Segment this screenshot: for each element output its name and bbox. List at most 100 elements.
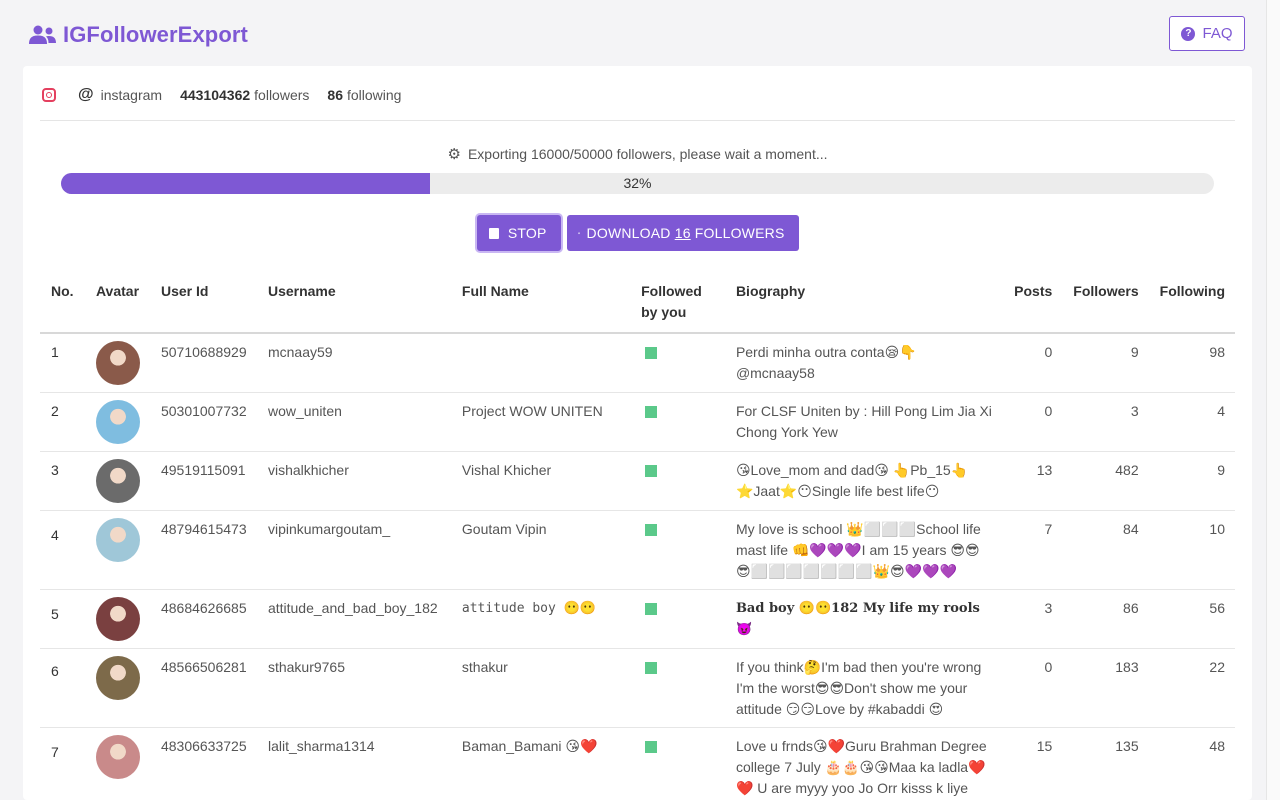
table-row: 7 48306633725 lalit_sharma1314 Baman_Bam… [40, 727, 1235, 800]
posts: 0 [1003, 392, 1063, 452]
biography: For CLSF Uniten by : Hill Pong Lim Jia X… [724, 392, 1004, 452]
at-icon: @ [78, 86, 94, 103]
col-biography: Biography [724, 276, 1004, 334]
profile-username: instagram [100, 87, 163, 103]
posts: 7 [1003, 510, 1063, 590]
biography: My love is school 👑⬜⬜⬜School life mast l… [724, 510, 1004, 590]
followers: 84 [1062, 510, 1149, 590]
col-no: No. [40, 276, 85, 334]
app-logo[interactable]: IGFollowerExport [29, 22, 248, 48]
avatar[interactable] [95, 518, 140, 562]
progress-label: 32% [623, 175, 652, 191]
stop-square-icon [488, 227, 499, 239]
username: mcnaay59 [256, 333, 451, 393]
followed-cell [630, 727, 725, 800]
posts: 13 [1003, 451, 1063, 511]
avatar[interactable] [95, 656, 140, 700]
username: sthakur9765 [256, 648, 451, 728]
full-name: Baman_Bamani 😘❤️ [450, 727, 631, 800]
progress-bar: 32% [61, 173, 1214, 194]
following-count: 86 [327, 87, 343, 103]
full-name: Goutam Vipin [450, 510, 631, 590]
followers: 135 [1062, 727, 1149, 800]
row-no: 1 [40, 333, 85, 393]
posts: 3 [1003, 589, 1063, 649]
user-id: 48794615473 [149, 510, 257, 590]
row-no: 6 [40, 648, 85, 728]
following: 22 [1148, 648, 1235, 728]
biography: If you think🤔I'm bad then you're wrong I… [724, 648, 1004, 728]
posts: 15 [1003, 727, 1063, 800]
download-suffix: FOLLOWERS [694, 225, 785, 241]
posts: 0 [1003, 333, 1063, 393]
following: 56 [1148, 589, 1235, 649]
followed-cell [630, 333, 725, 393]
divider [40, 120, 1235, 121]
faq-label: FAQ [1202, 25, 1233, 42]
faq-button[interactable]: ? FAQ [1169, 16, 1245, 51]
instagram-icon [42, 88, 56, 102]
col-username: Username [256, 276, 451, 334]
followers: 482 [1062, 451, 1149, 511]
full-name: sthakur [450, 648, 631, 728]
download-button[interactable]: DOWNLOAD 16 FOLLOWERS [566, 215, 799, 251]
app-title: IGFollowerExport [63, 22, 248, 47]
action-buttons: STOP DOWNLOAD 16 FOLLOWERS [23, 215, 1252, 251]
avatar-cell [84, 648, 150, 728]
avatar[interactable] [95, 459, 140, 503]
avatar-cell [84, 392, 150, 452]
followers: 86 [1062, 589, 1149, 649]
following: 9 [1148, 451, 1235, 511]
col-followed-line1: Followed [641, 283, 702, 299]
avatar-cell [84, 451, 150, 511]
user-id: 50710688929 [149, 333, 257, 393]
col-followed-line2: by you [641, 304, 687, 320]
user-id: 49519115091 [149, 451, 257, 511]
followed-cell [630, 392, 725, 452]
profile-summary: @ instagram 443104362 followers 86 follo… [42, 83, 401, 107]
scrollbar[interactable] [1266, 0, 1280, 800]
download-count: 16 [674, 225, 691, 241]
full-name: Project WOW UNITEN [450, 392, 631, 452]
row-no: 4 [40, 510, 85, 590]
followers: 3 [1062, 392, 1149, 452]
header: IGFollowerExport ? FAQ [0, 8, 1266, 60]
row-no: 7 [40, 727, 85, 800]
avatar[interactable] [95, 597, 140, 641]
biography: Love u frnds😘❤️Guru Brahman Degree colle… [724, 727, 1004, 800]
table-row: 2 50301007732 wow_uniten Project WOW UNI… [40, 392, 1235, 452]
col-full-name: Full Name [450, 276, 631, 334]
table-row: 5 48684626685 attitude_and_bad_boy_182 a… [40, 589, 1235, 649]
followed-cell [630, 510, 725, 590]
download-icon [577, 231, 580, 235]
col-posts: Posts [1003, 276, 1063, 334]
stop-button[interactable]: STOP [476, 215, 561, 251]
followed-indicator [645, 465, 658, 477]
posts: 0 [1003, 648, 1063, 728]
following: 10 [1148, 510, 1235, 590]
followed-indicator [645, 406, 658, 418]
biography: 😘Love_mom and dad😘 👆Pb_15👆 ⭐Jaat⭐😶Single… [724, 451, 1004, 511]
table-row: 1 50710688929 mcnaay59 Perdi minha outra… [40, 333, 1235, 393]
following: 98 [1148, 333, 1235, 393]
user-id: 48684626685 [149, 589, 257, 649]
followed-indicator [645, 603, 658, 615]
table-row: 3 49519115091 vishalkhicher Vishal Khich… [40, 451, 1235, 511]
username: vishalkhicher [256, 451, 451, 511]
avatar[interactable] [95, 341, 140, 385]
full-name: Vishal Khicher [450, 451, 631, 511]
main-card: @ instagram 443104362 followers 86 follo… [23, 66, 1252, 800]
avatar[interactable] [95, 400, 140, 444]
following: 48 [1148, 727, 1235, 800]
users-icon [29, 25, 56, 44]
gear-icon: ⚙ [447, 146, 461, 163]
username: attitude_and_bad_boy_182 [256, 589, 451, 649]
status-text: Exporting 16000/50000 followers, please … [467, 146, 828, 162]
progress-fill [61, 173, 430, 194]
table-row: 6 48566506281 sthakur9765 sthakur If you… [40, 648, 1235, 728]
user-id: 48566506281 [149, 648, 257, 728]
avatar[interactable] [95, 735, 140, 779]
biography: Perdi minha outra conta😪👇@mcnaay58 [724, 333, 1004, 393]
col-followers: Followers [1062, 276, 1149, 334]
